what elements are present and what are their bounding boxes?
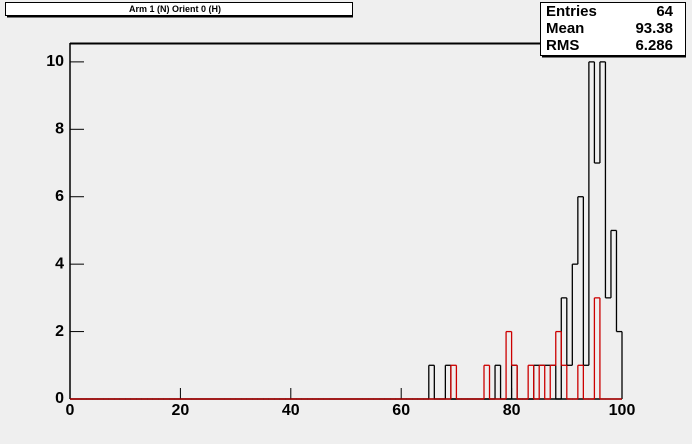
x-tick-label: 0: [66, 402, 75, 419]
stats-value: 93.38: [635, 20, 673, 37]
chart-title: Arm 1 (N) Orient 0 (H): [129, 4, 221, 14]
y-tick-label: 0: [55, 390, 64, 407]
y-tick-label: 2: [55, 323, 64, 340]
stats-label: RMS: [546, 37, 579, 54]
stats-value: 6.286: [635, 37, 673, 54]
stats-label: Mean: [546, 20, 584, 37]
y-tick-label: 6: [55, 188, 64, 205]
x-tick-label: 40: [282, 402, 300, 419]
x-tick-label: 100: [609, 402, 636, 419]
stats-box: [540, 2, 686, 56]
stats-label: Entries: [546, 3, 597, 20]
stats-value: 64: [656, 3, 673, 20]
x-tick-label: 20: [172, 402, 190, 419]
y-tick-label: 10: [46, 53, 64, 70]
x-tick-label: 80: [503, 402, 521, 419]
y-tick-label: 8: [55, 121, 64, 138]
x-tick-label: 60: [392, 402, 410, 419]
y-tick-label: 4: [55, 255, 64, 272]
